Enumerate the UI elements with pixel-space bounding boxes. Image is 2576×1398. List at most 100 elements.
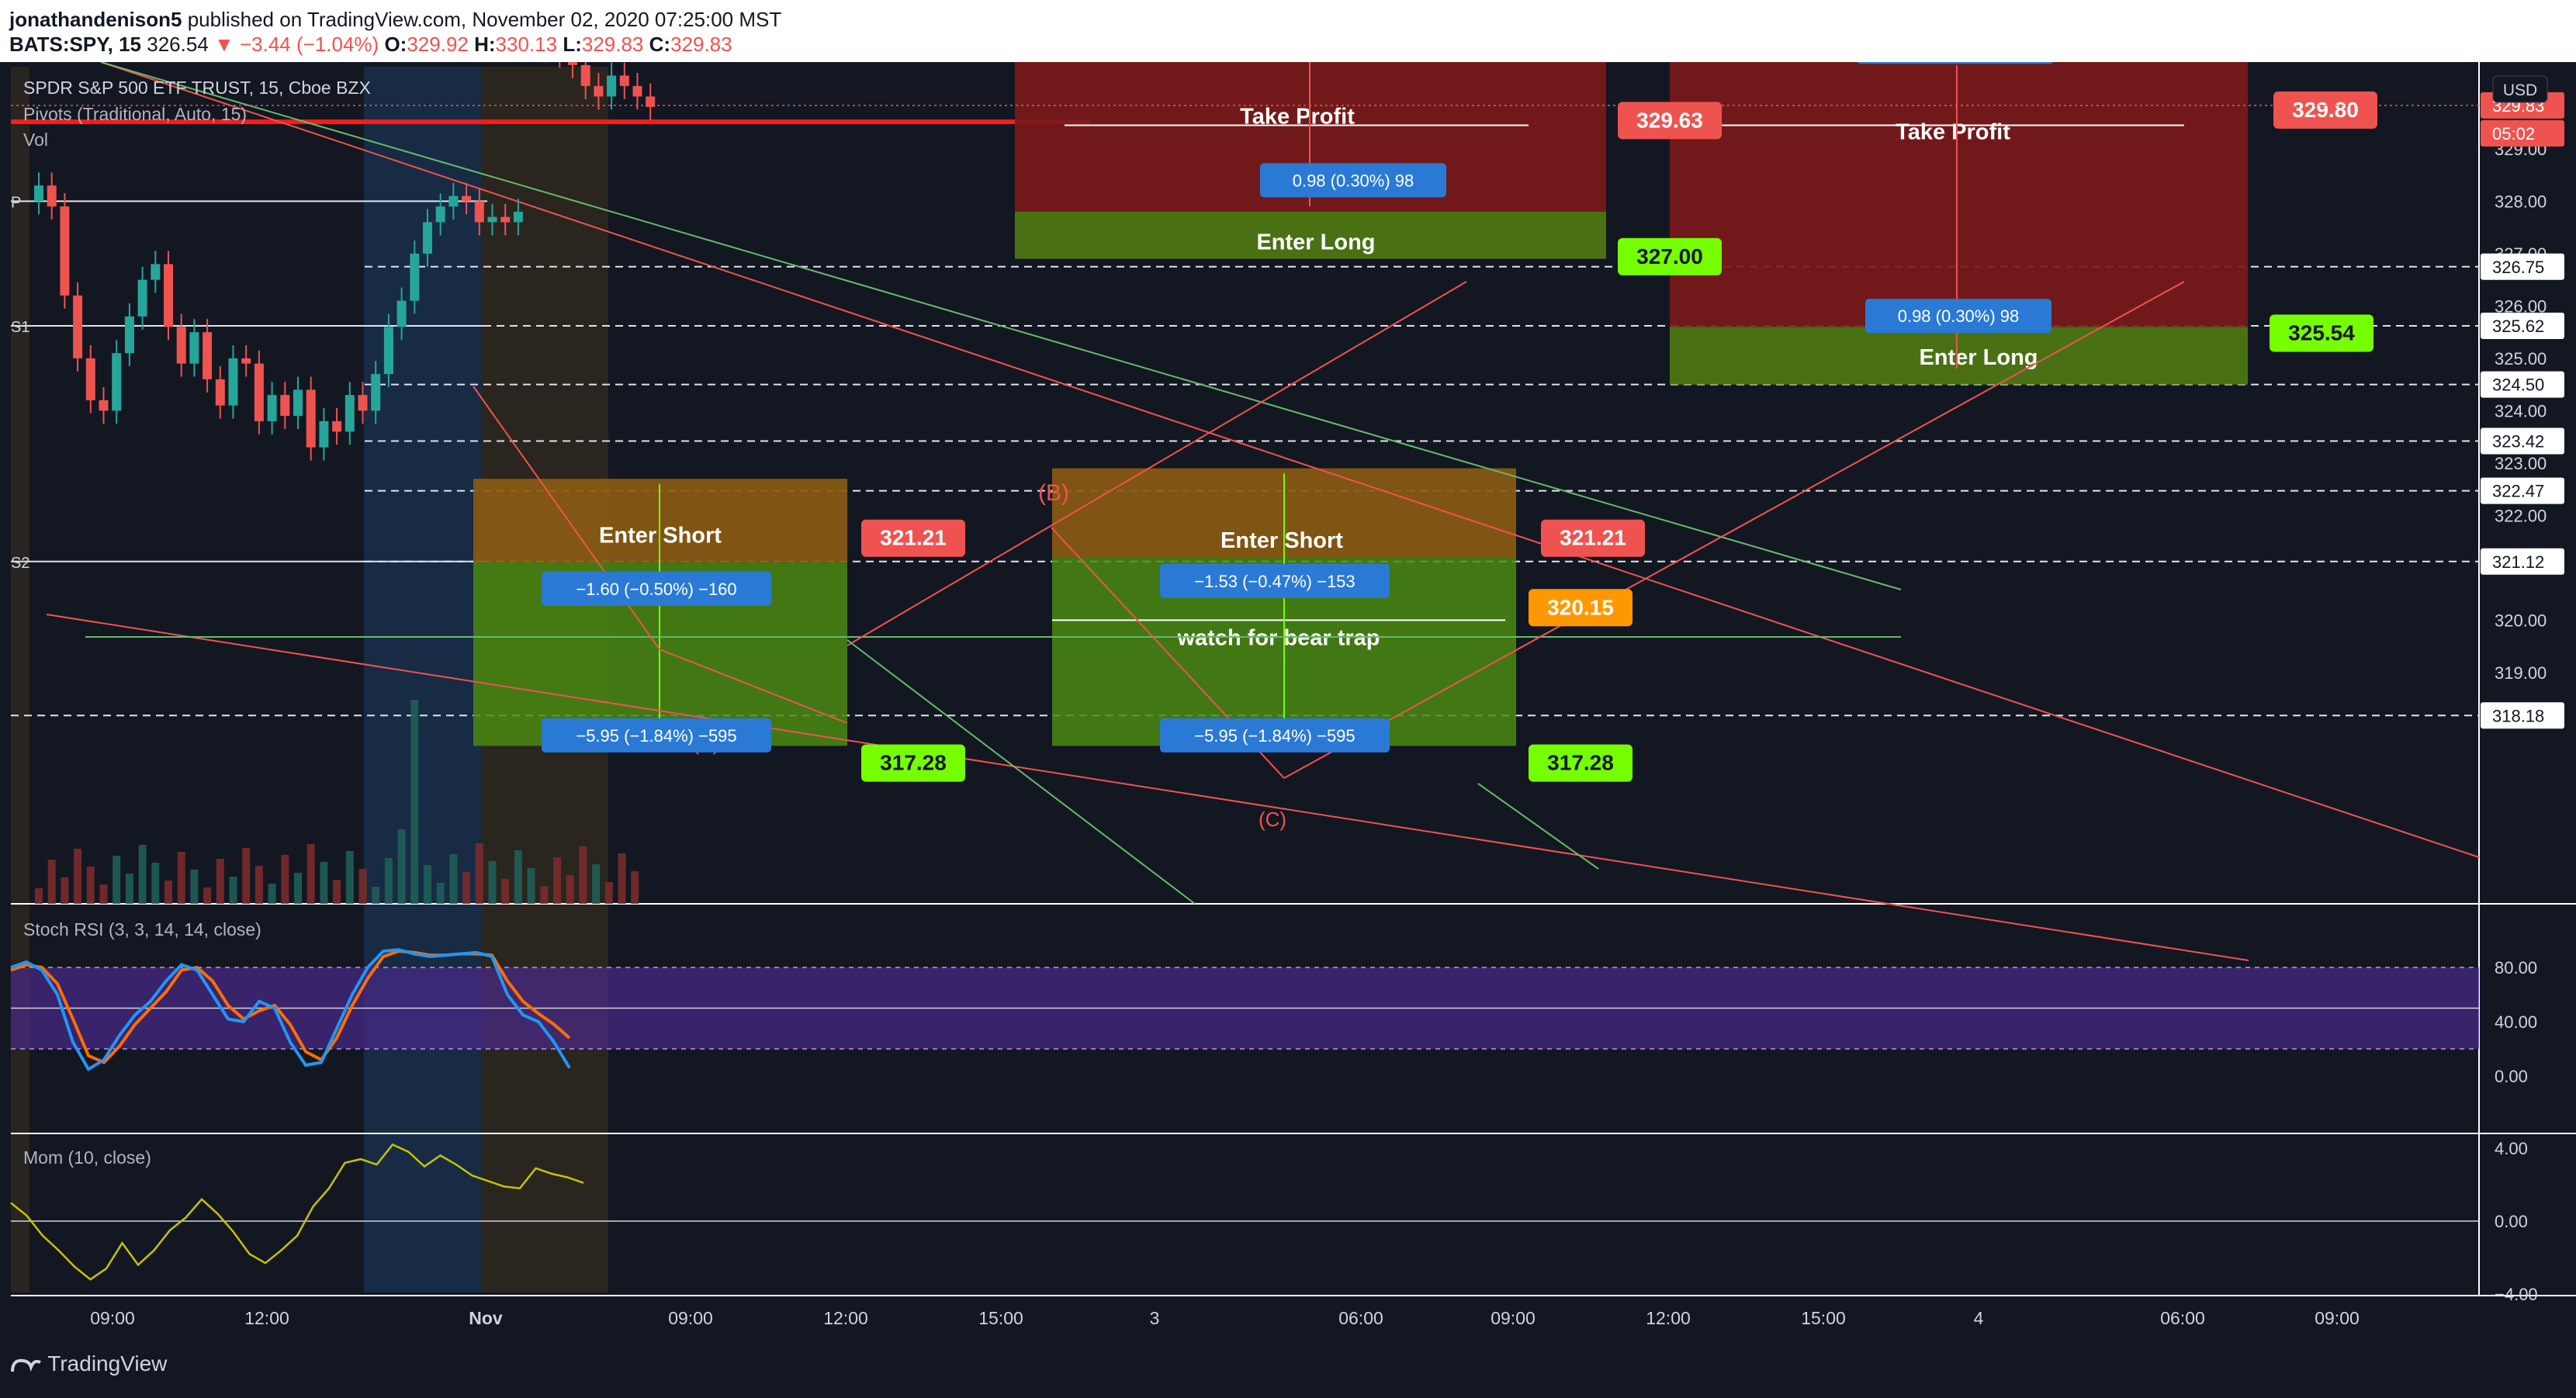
candle[interactable] [607, 75, 617, 97]
candle[interactable] [345, 395, 355, 432]
stat-badge [542, 718, 771, 753]
price-tag-text: 317.28 [1547, 751, 1614, 775]
price-tag[interactable] [1541, 519, 1645, 557]
candle[interactable] [435, 206, 445, 223]
candle[interactable] [319, 420, 329, 448]
candle[interactable] [448, 196, 459, 207]
candle[interactable] [228, 358, 238, 406]
candle[interactable] [151, 264, 161, 280]
candle[interactable] [99, 400, 109, 411]
volume-bar [203, 888, 212, 904]
close-value: 329.83 [670, 33, 732, 56]
trend-line[interactable] [100, 61, 1902, 590]
trend-line[interactable] [659, 649, 848, 724]
candle[interactable] [332, 420, 342, 432]
price-tag[interactable] [1618, 237, 1722, 275]
volume-bar [190, 870, 199, 904]
volume-bar [449, 854, 458, 904]
candle[interactable] [112, 353, 122, 411]
time-tick: 12:00 [1646, 1308, 1691, 1328]
candle[interactable] [500, 216, 511, 223]
candle[interactable] [632, 85, 642, 97]
trade-box[interactable] [1670, 327, 2248, 385]
candle[interactable] [594, 85, 604, 97]
candle[interactable] [423, 222, 432, 254]
candle[interactable] [241, 358, 251, 364]
candle[interactable] [164, 264, 173, 327]
trend-line[interactable] [1283, 281, 2185, 779]
volume-bar [281, 855, 289, 904]
volume-bar [462, 872, 471, 904]
candle[interactable] [176, 327, 186, 364]
currency-badge[interactable] [2492, 75, 2548, 103]
candle[interactable] [73, 295, 83, 358]
candle[interactable] [410, 253, 420, 301]
candle[interactable] [47, 185, 57, 207]
legend-vol: Vol [23, 130, 48, 150]
author-name[interactable]: jonathandenison5 [9, 8, 182, 31]
candle[interactable] [137, 279, 147, 317]
low-label: L: [563, 33, 582, 56]
price-tag[interactable] [1618, 102, 1722, 140]
price-tag[interactable] [2273, 91, 2377, 129]
tradingview-logo-icon [11, 1358, 41, 1372]
volume-bar [320, 862, 328, 904]
trend-line[interactable] [847, 639, 1196, 905]
volume-bar [242, 848, 251, 904]
candle[interactable] [513, 211, 523, 223]
candle[interactable] [293, 389, 303, 417]
trend-line[interactable] [100, 61, 2480, 858]
stoch-k-line [10, 948, 571, 1072]
candle[interactable] [203, 332, 213, 379]
candle[interactable] [383, 327, 393, 375]
volume-bar [397, 829, 406, 904]
candle[interactable] [189, 332, 199, 364]
price-tag[interactable] [1529, 744, 1633, 782]
price-tag-text: 329.80 [2292, 98, 2359, 122]
candle[interactable] [619, 75, 629, 86]
volume-bar [74, 849, 82, 904]
price-tag[interactable] [1529, 589, 1633, 627]
stat-badge [1857, 29, 2054, 64]
price-tag[interactable] [2270, 314, 2373, 352]
candle[interactable] [34, 185, 43, 202]
trade-box-label: Take Profit [1896, 120, 2010, 145]
candle[interactable] [60, 206, 70, 296]
chart-area[interactable]: P S1 S2 Take Profit Enter Long Take Profit En… [0, 0, 2576, 1336]
candle[interactable] [280, 395, 290, 417]
candle[interactable] [462, 196, 472, 202]
trend-line[interactable] [847, 281, 1467, 646]
candle[interactable] [124, 316, 134, 354]
volume-bar [268, 884, 276, 904]
candle[interactable] [646, 96, 656, 107]
candle[interactable] [215, 379, 225, 406]
candle[interactable] [267, 395, 277, 421]
candle[interactable] [358, 395, 368, 411]
volume-bar [618, 853, 626, 904]
candle[interactable] [474, 201, 484, 223]
price-tag[interactable] [861, 744, 965, 782]
wave-label: (B) [1038, 480, 1069, 506]
candle[interactable] [371, 374, 381, 411]
low-value: 329.83 [581, 33, 644, 56]
trend-line[interactable] [1477, 783, 1599, 870]
trend-line[interactable] [46, 614, 2249, 961]
stat-badge [1260, 163, 1446, 198]
candle[interactable] [487, 216, 497, 223]
stat-badge-text: 0.98 (0.30%) 98 [1898, 306, 2020, 326]
price-tag[interactable] [861, 519, 965, 557]
candle[interactable] [396, 300, 407, 327]
momentum-line [10, 1143, 584, 1281]
candle[interactable] [85, 358, 95, 400]
candle[interactable] [568, 54, 577, 65]
trade-box[interactable] [1015, 211, 1606, 259]
candle[interactable] [580, 64, 590, 86]
price-tag-text: 325.54 [2288, 320, 2355, 344]
price-label: 325.62 [2492, 317, 2544, 336]
stat-badge-text: −5.95 (−1.84%) −595 [576, 726, 736, 746]
candle[interactable] [306, 389, 316, 448]
candle[interactable] [254, 363, 264, 421]
trade-box[interactable] [1670, 60, 2248, 327]
tradingview-logo[interactable]: TradingView [11, 1351, 167, 1376]
